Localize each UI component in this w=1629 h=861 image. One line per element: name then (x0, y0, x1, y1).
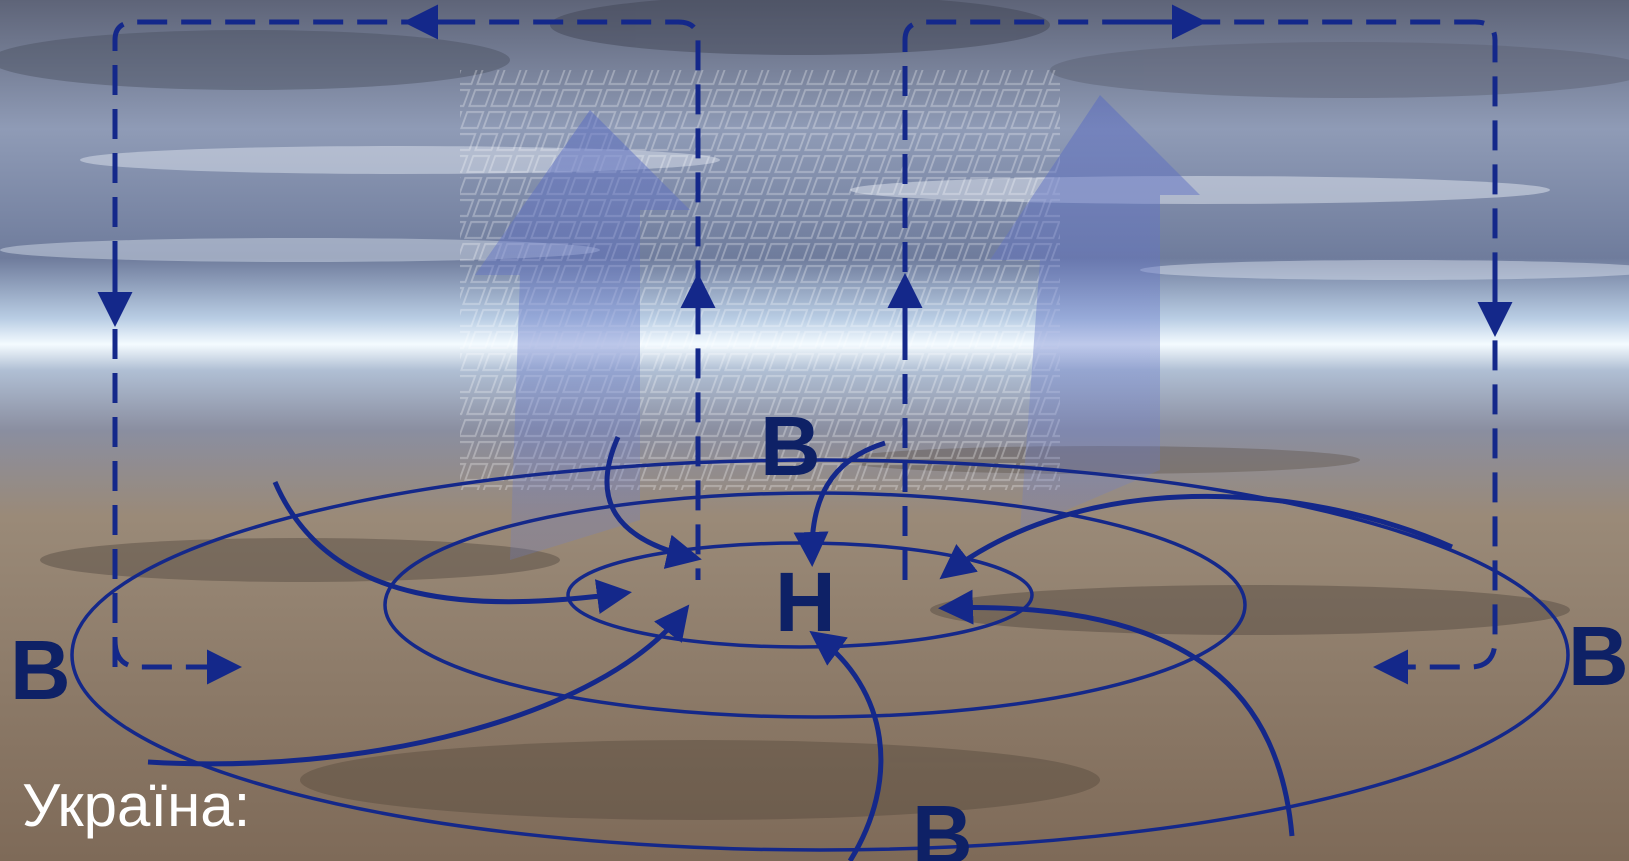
wind-arrow-7 (938, 589, 1295, 837)
wind-arrow-3 (793, 440, 886, 567)
dashed-loop-right (902, 19, 1498, 685)
high-pressure-label-right: В (1568, 609, 1629, 703)
wind-arrow-6 (809, 630, 884, 861)
isobar-middle (383, 491, 1247, 719)
high-pressure-label-top: В (760, 399, 821, 493)
dashed-loop-left-bottom (112, 639, 242, 685)
rising-air-arrow-left (475, 110, 690, 560)
isobar-outer (70, 458, 1570, 852)
high-pressure-label-left: В (10, 623, 71, 717)
high-pressure-label-bottom: В (912, 788, 973, 861)
wind-arrow-5 (147, 604, 690, 767)
rising-air-arrow-right (990, 95, 1200, 530)
wind-arrow-4 (939, 493, 1454, 580)
wind-arrow-2 (604, 435, 702, 569)
wind-arrow-1 (272, 481, 632, 614)
low-pressure-label-center: Н (775, 555, 836, 649)
caption-ukraine: Україна: (22, 772, 251, 839)
